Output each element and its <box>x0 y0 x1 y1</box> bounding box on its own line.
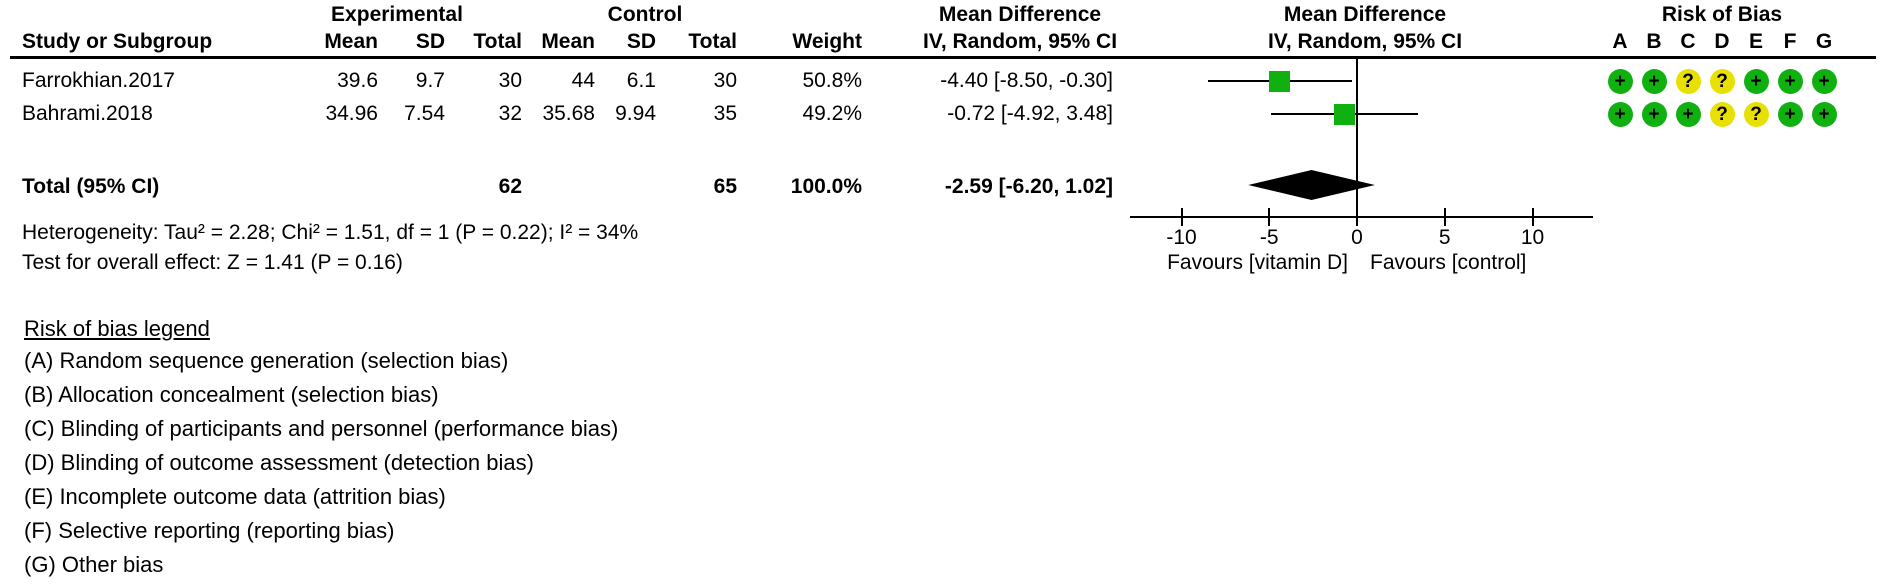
weight-cell: 50.8% <box>802 69 862 92</box>
axis-tick <box>1443 208 1446 226</box>
heterogeneity-text: Heterogeneity: Tau² = 2.28; Chi² = 1.51,… <box>22 221 639 244</box>
rob-legend-item: (B) Allocation concealment (selection bi… <box>24 382 439 407</box>
rob-legend-item: (F) Selective reporting (reporting bias) <box>24 518 395 543</box>
rob-circle: ? <box>1675 68 1701 94</box>
exp-sd-column-header: SD <box>415 30 445 53</box>
x-axis-line <box>1130 216 1593 218</box>
total-weight: 100.0% <box>790 175 862 198</box>
rob-circle: ? <box>1709 68 1735 94</box>
ctrl-sd-cell: 6.1 <box>626 69 656 92</box>
axis-tick <box>1180 208 1183 226</box>
study-name: Farrokhian.2017 <box>22 69 175 92</box>
rob-circle: + <box>1777 68 1803 94</box>
ctrl-mean-column-header: Mean <box>541 30 595 53</box>
ctrl-total-cell: 30 <box>713 69 737 92</box>
zero-reference-line <box>1356 59 1358 217</box>
rob-letter-header: B <box>1646 30 1662 53</box>
rob-legend-item: (A) Random sequence generation (selectio… <box>24 348 509 373</box>
exp-sd-cell: 9.7 <box>415 69 445 92</box>
axis-tick-label: 0 <box>1351 226 1363 249</box>
rob-circle: + <box>1777 101 1803 127</box>
point-estimate-square <box>1333 103 1355 125</box>
ctrl-mean-cell: 44 <box>571 69 595 92</box>
rob-circle: + <box>1811 68 1837 94</box>
total-ctrl-total: 65 <box>713 175 737 198</box>
rob-circle: + <box>1607 101 1633 127</box>
study-name: Bahrami.2018 <box>22 102 153 125</box>
exp-total-column-header: Total <box>473 30 522 53</box>
mean-difference-plot-header: Mean Difference <box>1283 3 1447 26</box>
rob-letter-header: G <box>1815 30 1833 53</box>
ci-text-cell: -0.72 [-4.92, 3.48] <box>947 102 1113 125</box>
ctrl-sd-column-header: SD <box>626 30 656 53</box>
rob-letter-header: C <box>1680 30 1696 53</box>
rob-circle: + <box>1811 101 1837 127</box>
overall-effect-text: Test for overall effect: Z = 1.41 (P = 0… <box>22 251 403 274</box>
rob-legend-item: (C) Blinding of participants and personn… <box>24 416 619 441</box>
rob-circle: + <box>1641 101 1667 127</box>
exp-mean-cell: 34.96 <box>325 102 378 125</box>
rob-legend-item: (E) Incomplete outcome data (attrition b… <box>24 484 446 509</box>
total-ci-text: -2.59 [-6.20, 1.02] <box>944 175 1113 198</box>
experimental-group-header: Experimental <box>331 3 463 26</box>
rob-circle: ? <box>1709 101 1735 127</box>
weight-cell: 49.2% <box>802 102 862 125</box>
study-column-header: Study or Subgroup <box>22 30 213 53</box>
ci-column-header: IV, Random, 95% CI <box>922 30 1118 53</box>
total-exp-total: 62 <box>498 175 522 198</box>
rob-circle: + <box>1743 68 1769 94</box>
rob-circle: + <box>1607 68 1633 94</box>
point-estimate-square <box>1269 70 1291 92</box>
mean-difference-column-header: Mean Difference <box>938 3 1102 26</box>
ci-text-cell: -4.40 [-8.50, -0.30] <box>940 69 1113 92</box>
ci-plot-header: IV, Random, 95% CI <box>1267 30 1463 53</box>
rob-circle: + <box>1641 68 1667 94</box>
rob-legend-item: (G) Other bias <box>24 552 164 577</box>
axis-tick <box>1268 208 1271 226</box>
axis-tick-label: -5 <box>1259 226 1279 249</box>
rob-letter-header: F <box>1783 30 1797 53</box>
axis-tick-label: 10 <box>1520 226 1545 249</box>
axis-tick-label: 5 <box>1438 226 1451 249</box>
axis-tick-label: -10 <box>1166 226 1197 249</box>
exp-mean-cell: 39.6 <box>337 69 378 92</box>
rob-legend-title: Risk of bias legend <box>24 316 210 341</box>
weight-column-header: Weight <box>792 30 862 53</box>
ctrl-sd-cell: 9.94 <box>615 102 656 125</box>
exp-total-cell: 32 <box>498 102 522 125</box>
exp-total-cell: 30 <box>498 69 522 92</box>
favours-right-label: Favours [control] <box>1370 251 1527 274</box>
rob-circle: + <box>1675 101 1701 127</box>
total-row-label: Total (95% CI) <box>22 175 160 198</box>
exp-sd-cell: 7.54 <box>404 102 445 125</box>
ctrl-total-cell: 35 <box>713 102 737 125</box>
rob-circle: ? <box>1743 101 1769 127</box>
control-group-header: Control <box>607 3 683 26</box>
risk-of-bias-header: Risk of Bias <box>1661 3 1783 26</box>
ctrl-mean-cell: 35.68 <box>542 102 595 125</box>
axis-tick <box>1356 208 1358 226</box>
axis-tick <box>1531 208 1534 226</box>
rob-letter-header: E <box>1748 30 1764 53</box>
rob-letter-header: A <box>1612 30 1628 53</box>
favours-left-label: Favours [vitamin D] <box>1167 251 1348 274</box>
ctrl-total-column-header: Total <box>688 30 737 53</box>
rob-legend-item: (D) Blinding of outcome assessment (dete… <box>24 450 534 475</box>
rob-letter-header: D <box>1714 30 1730 53</box>
header-separator-line <box>10 56 1876 59</box>
exp-mean-column-header: Mean <box>324 30 378 53</box>
